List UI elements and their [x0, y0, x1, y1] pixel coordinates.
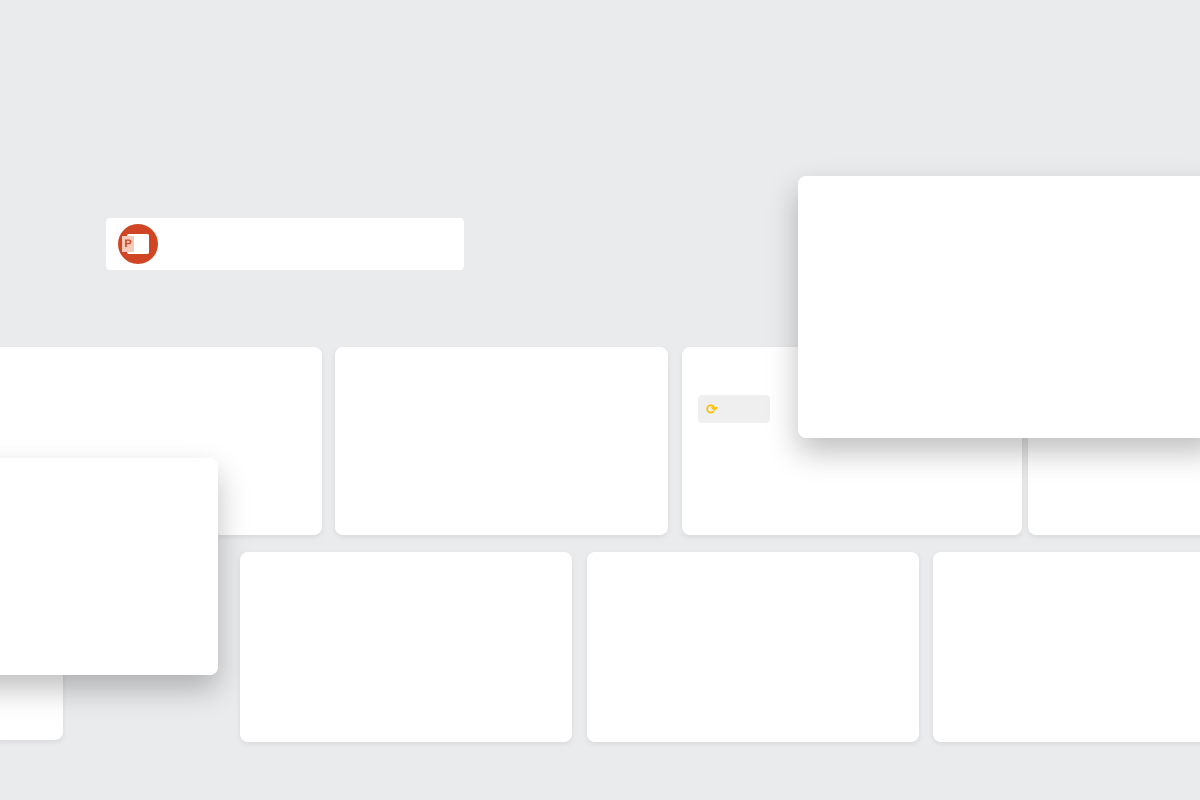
- template-badge: P: [106, 218, 464, 270]
- slide-vertical-bar[interactable]: [335, 347, 668, 535]
- powerpoint-icon: P: [118, 224, 158, 264]
- slide-grouped-bar[interactable]: [0, 458, 218, 675]
- stat-box: ⟳: [698, 395, 770, 423]
- slide-supplier-bar[interactable]: [587, 552, 919, 742]
- slide-funnel-bar[interactable]: [240, 552, 572, 742]
- dollar-cycle-icon: ⟳: [706, 400, 718, 417]
- slide-3d-bar[interactable]: [933, 552, 1200, 742]
- slide-main-stacked[interactable]: [798, 176, 1200, 438]
